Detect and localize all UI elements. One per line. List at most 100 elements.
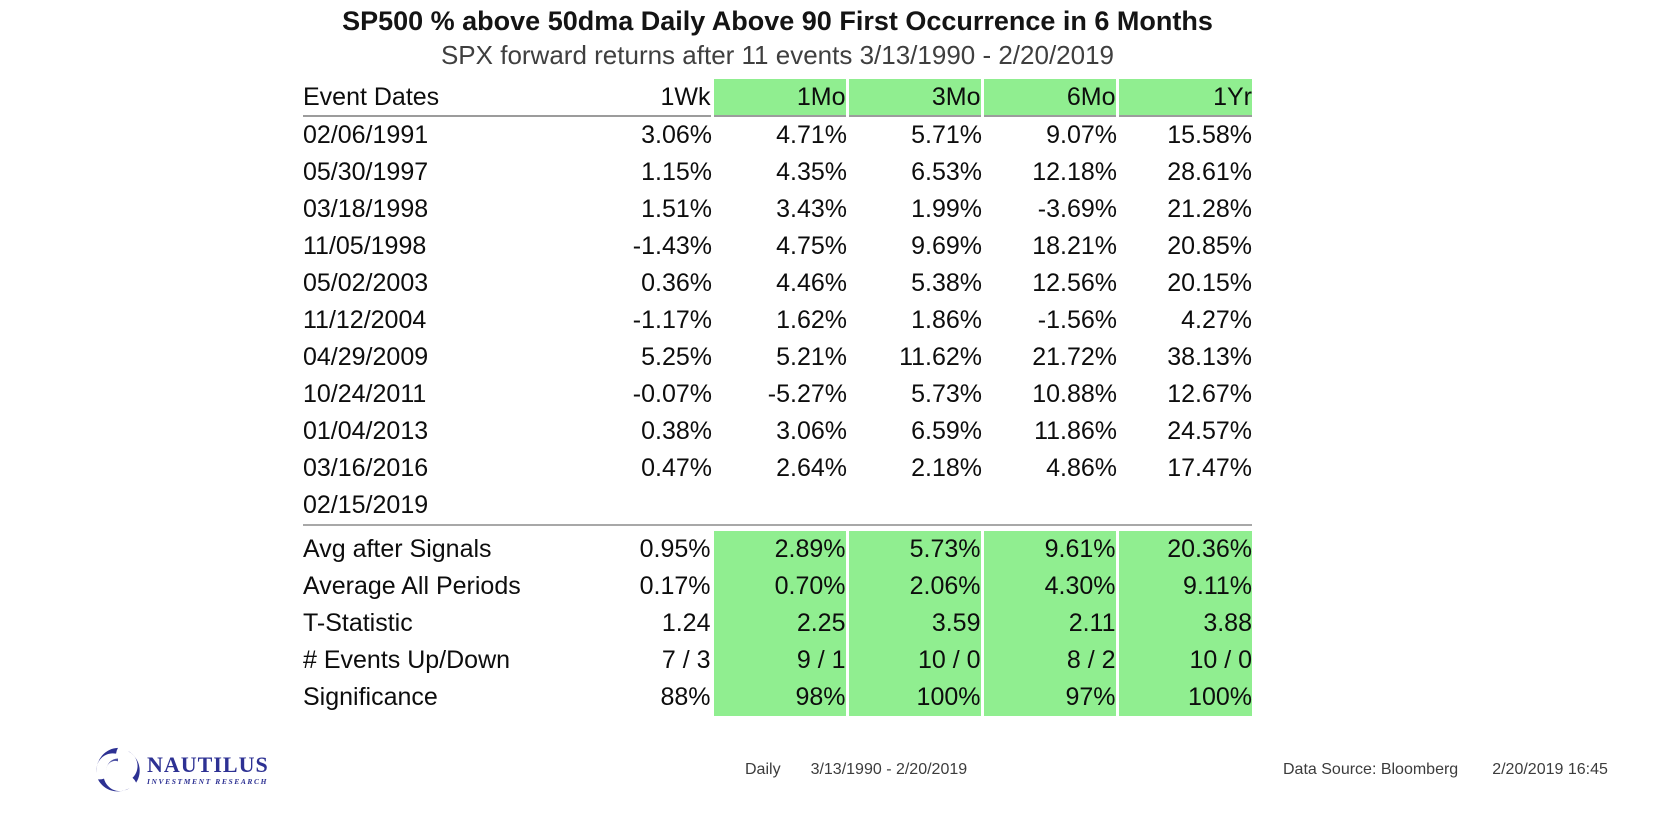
return-value: 2.18% <box>911 454 982 482</box>
return-value: 5.38% <box>911 269 982 297</box>
event-row: 02/15/2019 <box>303 487 1252 526</box>
return-value: 0.36% <box>641 269 712 297</box>
return-value: -5.27% <box>767 380 847 408</box>
summary-label: Average All Periods <box>303 572 521 600</box>
summary-value: 3.59 <box>845 605 982 642</box>
footer-right: Data Source: Bloomberg 2/20/2019 16:45 <box>1283 761 1608 779</box>
summary-value: 5.73% <box>845 531 982 568</box>
return-value: 11.86% <box>1034 417 1117 445</box>
summary-row: Significance 88% 98% 100% 97% 100% <box>303 679 1252 716</box>
summary-value: 8 / 2 <box>980 642 1117 679</box>
summary-value: 9 / 1 <box>710 642 847 679</box>
event-date: 01/04/2013 <box>303 417 429 445</box>
event-row: 10/24/2011 -0.07% -5.27% 5.73% 10.88% 12.67% <box>303 376 1252 413</box>
returns-table: Event Dates 1Wk 1Mo 3Mo 6Mo 1Yr 02/06/19… <box>303 79 1252 716</box>
event-date: 10/24/2011 <box>303 380 427 408</box>
return-value: 10.88% <box>1032 380 1117 408</box>
event-date: 03/18/1998 <box>303 195 429 223</box>
event-rows: 02/06/1991 3.06% 4.71% 5.71% 9.07% 15.58% 05/3… <box>303 116 1252 526</box>
return-value: 1.51% <box>641 195 712 223</box>
summary-value: 100% <box>845 679 982 716</box>
logo-text: NAUTILUS INVESTMENT RESEARCH <box>147 745 269 787</box>
summary-gap-spacer <box>303 525 1252 531</box>
summary-value: 1.24 <box>661 609 711 637</box>
summary-value: 100% <box>1115 679 1252 716</box>
return-value <box>847 487 982 526</box>
return-value: 1.15% <box>641 158 712 186</box>
column-header-1yr: 1Yr <box>1115 79 1252 117</box>
date-range-label: 3/13/1990 - 2/20/2019 <box>810 761 968 778</box>
summary-label: # Events Up/Down <box>303 646 511 674</box>
return-value: 6.59% <box>911 417 982 445</box>
event-row: 01/04/2013 0.38% 3.06% 6.59% 11.86% 24.57% <box>303 413 1252 450</box>
event-row: 05/30/1997 1.15% 4.35% 6.53% 12.18% 28.61% <box>303 154 1252 191</box>
return-value: 38.13% <box>1167 343 1252 371</box>
return-value: 12.67% <box>1167 380 1252 408</box>
event-row: 02/06/1991 3.06% 4.71% 5.71% 9.07% 15.58% <box>303 116 1252 154</box>
summary-value: 88% <box>660 683 711 711</box>
return-value: 9.07% <box>1046 121 1117 149</box>
event-row: 03/18/1998 1.51% 3.43% 1.99% -3.69% 21.28% <box>303 191 1252 228</box>
return-value: 1.86% <box>911 306 982 334</box>
return-value: 12.18% <box>1032 158 1117 186</box>
return-value: 1.99% <box>911 195 982 223</box>
event-date: 05/30/1997 <box>303 158 429 186</box>
header-row: Event Dates 1Wk 1Mo 3Mo 6Mo 1Yr <box>303 79 1252 117</box>
event-date: 05/02/2003 <box>303 269 429 297</box>
column-header-3mo: 3Mo <box>845 79 982 117</box>
summary-row: Avg after Signals 0.95% 2.89% 5.73% 9.61% 20.… <box>303 531 1252 568</box>
event-date: 11/12/2004 <box>303 306 427 334</box>
summary-value: 2.06% <box>845 568 982 605</box>
return-value: 6.53% <box>911 158 982 186</box>
event-row: 05/02/2003 0.36% 4.46% 5.38% 12.56% 20.15% <box>303 265 1252 302</box>
nautilus-swirl-icon <box>96 747 140 792</box>
return-value: 20.15% <box>1167 269 1252 297</box>
return-value: 20.85% <box>1167 232 1252 260</box>
summary-value: 20.36% <box>1115 531 1252 568</box>
return-value: 0.38% <box>641 417 712 445</box>
return-value: 5.25% <box>641 343 712 371</box>
return-value: 3.43% <box>776 195 847 223</box>
return-value: 4.27% <box>1181 306 1252 334</box>
nautilus-logo: NAUTILUS INVESTMENT RESEARCH <box>93 745 269 795</box>
logo-tagline: INVESTMENT RESEARCH <box>147 777 269 786</box>
return-value: 3.06% <box>641 121 712 149</box>
frequency-label: Daily <box>745 761 781 778</box>
return-value: 15.58% <box>1167 121 1252 149</box>
footer-center: Daily 3/13/1990 - 2/20/2019 <box>745 761 967 779</box>
summary-value: 9.11% <box>1115 568 1252 605</box>
column-header-1mo: 1Mo <box>710 79 847 117</box>
return-value: 1.62% <box>776 306 847 334</box>
return-value: -1.17% <box>632 306 712 334</box>
return-value: 5.71% <box>911 121 982 149</box>
return-value: -1.56% <box>1037 306 1117 334</box>
chart-title: SP500 % above 50dma Daily Above 90 First… <box>342 6 1213 36</box>
summary-value: 2.11 <box>980 605 1117 642</box>
return-value: 28.61% <box>1167 158 1252 186</box>
summary-row: Average All Periods 0.17% 0.70% 2.06% 4.30% 9… <box>303 568 1252 605</box>
event-date: 03/16/2016 <box>303 454 429 482</box>
return-value: 5.73% <box>911 380 982 408</box>
event-date: 02/06/1991 <box>303 121 429 149</box>
event-row: 04/29/2009 5.25% 5.21% 11.62% 21.72% 38.13% <box>303 339 1252 376</box>
summary-value: 2.25 <box>710 605 847 642</box>
summary-value: 4.30% <box>980 568 1117 605</box>
event-date: 02/15/2019 <box>303 487 570 526</box>
summary-value: 3.88 <box>1115 605 1252 642</box>
summary-value: 0.70% <box>710 568 847 605</box>
logo-name: NAUTILUS <box>147 752 269 777</box>
event-date: 04/29/2009 <box>303 343 429 371</box>
summary-rows: Avg after Signals 0.95% 2.89% 5.73% 9.61% 20.… <box>303 525 1252 716</box>
column-header-1wk: 1Wk <box>570 79 712 117</box>
chart-subtitle: SPX forward returns after 11 events 3/13… <box>440 40 1115 70</box>
return-value: 5.21% <box>776 343 847 371</box>
return-value: -3.69% <box>1037 195 1117 223</box>
return-value: 24.57% <box>1167 417 1252 445</box>
column-header-6mo: 6Mo <box>980 79 1117 117</box>
return-value: 18.21% <box>1032 232 1117 260</box>
return-value: 3.06% <box>776 417 847 445</box>
return-value: -0.07% <box>632 380 712 408</box>
timestamp-label: 2/20/2019 16:45 <box>1492 761 1608 778</box>
